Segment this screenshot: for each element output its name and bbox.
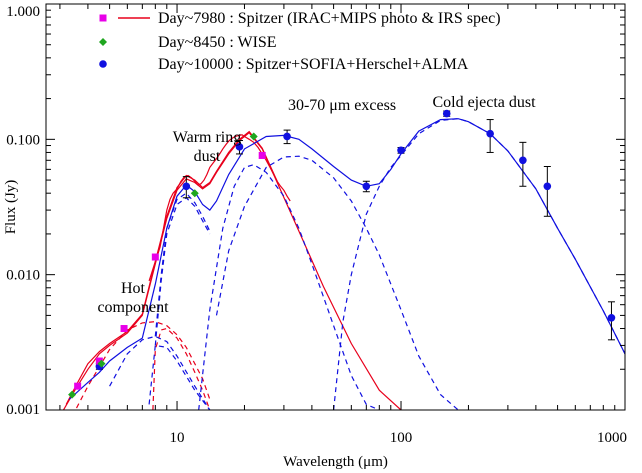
- curve-day-10000-hot-component-alt: [148, 344, 211, 410]
- curve-day-7980-hot-component-alt: [152, 327, 211, 410]
- curve-day-7980-hot-component: [74, 320, 211, 410]
- svg-text:Hot: Hot: [121, 280, 146, 297]
- model-curves: [62, 118, 625, 410]
- data-point-circle: [607, 314, 616, 322]
- x-tick-label: 1000: [597, 430, 627, 446]
- legend-marker-diamond: [99, 38, 107, 46]
- data-point-diamond: [68, 390, 77, 399]
- y-tick-label: 0.001: [6, 402, 40, 418]
- data-point-circle: [182, 182, 191, 191]
- data-point-square: [120, 325, 128, 333]
- svg-text:Warm ring: Warm ring: [173, 129, 241, 146]
- data-point-square: [74, 382, 82, 390]
- data-point-diamond: [249, 132, 258, 141]
- axes: 10 100 1000 0.001 0.010 0.100 1.000 Wavelength …: [3, 3, 627, 470]
- data-point-square: [95, 357, 103, 365]
- curve-day-10000-ring-dust: [198, 164, 380, 410]
- legend-marker-circle: [99, 60, 107, 68]
- data-point-circle: [543, 182, 552, 191]
- data-point-square: [258, 151, 266, 159]
- data-point-diamond: [190, 189, 199, 198]
- y-tick-label: 1.000: [6, 4, 40, 20]
- svg-text:30-70 μm excess: 30-70 μm excess: [288, 97, 396, 114]
- y-tick-label: 0.100: [6, 132, 40, 148]
- data-point-circle: [283, 132, 291, 141]
- legend-label: Day~10000 : Spitzer+SOFIA+Herschel+ALMA: [158, 56, 469, 73]
- legend-marker-square: [99, 14, 107, 22]
- curve-day-10000-warm-component-alt: [154, 197, 211, 346]
- curve-day-10000-cold-ejecta-dust: [333, 118, 625, 410]
- curve-day-10000-warm-component: [154, 192, 211, 337]
- svg-text:dust: dust: [194, 148, 221, 165]
- legend-label: Day~7980 : Spitzer (IRAC+MIPS photo & IR…: [158, 10, 501, 27]
- plot-frame: [45, 3, 626, 411]
- svg-text:Cold ejecta dust: Cold ejecta dust: [432, 94, 536, 111]
- curve-day-10000-30-70-m-excess: [215, 155, 459, 410]
- y-axis-label: Flux (Jy): [3, 180, 19, 235]
- data-point-circle: [519, 156, 527, 165]
- curve-day-7980-model-total: [62, 131, 402, 410]
- svg-text:component: component: [97, 299, 169, 316]
- data-point-circle: [486, 129, 494, 138]
- x-tick-label: 10: [170, 430, 185, 446]
- y-tick-label: 0.010: [6, 268, 40, 284]
- annotations: Hot component Warm ring dust 30-70 μm excess…: [97, 94, 536, 316]
- data-point-diamond: [97, 359, 106, 368]
- legend-label: Day~8450 : WISE: [158, 34, 277, 51]
- curve-day-7980-model-alt: [65, 130, 278, 405]
- annotation-warm-ring-dust: Warm ring dust: [173, 129, 241, 165]
- data-points: [68, 109, 616, 399]
- x-axis-label: Wavelength (μm): [283, 454, 388, 470]
- x-tick-label: 100: [390, 430, 413, 446]
- data-point-circle: [235, 143, 244, 151]
- annotation-cold-ejecta-dust: Cold ejecta dust: [432, 94, 536, 111]
- annotation-30-70-m-excess: 30-70 μm excess: [288, 97, 396, 114]
- legend: Day~7980 : Spitzer (IRAC+MIPS photo & IR…: [99, 10, 501, 73]
- data-point-circle: [362, 182, 371, 191]
- curve-day-10000-hot-component: [109, 335, 211, 410]
- data-point-circle: [442, 109, 451, 118]
- data-point-circle: [397, 146, 405, 155]
- data-point-square: [151, 253, 159, 261]
- annotation-hot-component: Hot component: [97, 280, 169, 316]
